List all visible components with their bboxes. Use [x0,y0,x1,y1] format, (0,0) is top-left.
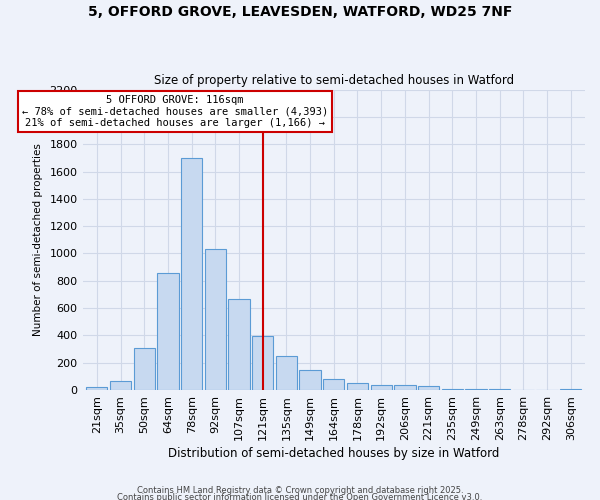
Text: Contains HM Land Registry data © Crown copyright and database right 2025.: Contains HM Land Registry data © Crown c… [137,486,463,495]
Title: Size of property relative to semi-detached houses in Watford: Size of property relative to semi-detach… [154,74,514,87]
Bar [371,384,392,390]
Bar [205,250,226,390]
Y-axis label: Number of semi-detached properties: Number of semi-detached properties [32,144,43,336]
Bar [394,386,416,390]
Bar [229,298,250,390]
Bar [442,388,463,390]
Bar [276,356,297,390]
Text: Contains public sector information licensed under the Open Government Licence v3: Contains public sector information licen… [118,494,482,500]
X-axis label: Distribution of semi-detached houses by size in Watford: Distribution of semi-detached houses by … [168,447,499,460]
Bar [560,388,581,390]
Bar [157,272,179,390]
Bar [181,158,202,390]
Bar [86,388,107,390]
Bar [347,383,368,390]
Bar [134,348,155,390]
Bar [110,380,131,390]
Text: 5, OFFORD GROVE, LEAVESDEN, WATFORD, WD25 7NF: 5, OFFORD GROVE, LEAVESDEN, WATFORD, WD2… [88,5,512,19]
Bar [323,379,344,390]
Text: 5 OFFORD GROVE: 116sqm
← 78% of semi-detached houses are smaller (4,393)
21% of : 5 OFFORD GROVE: 116sqm ← 78% of semi-det… [22,95,328,128]
Bar [418,386,439,390]
Bar [252,336,274,390]
Bar [299,370,321,390]
